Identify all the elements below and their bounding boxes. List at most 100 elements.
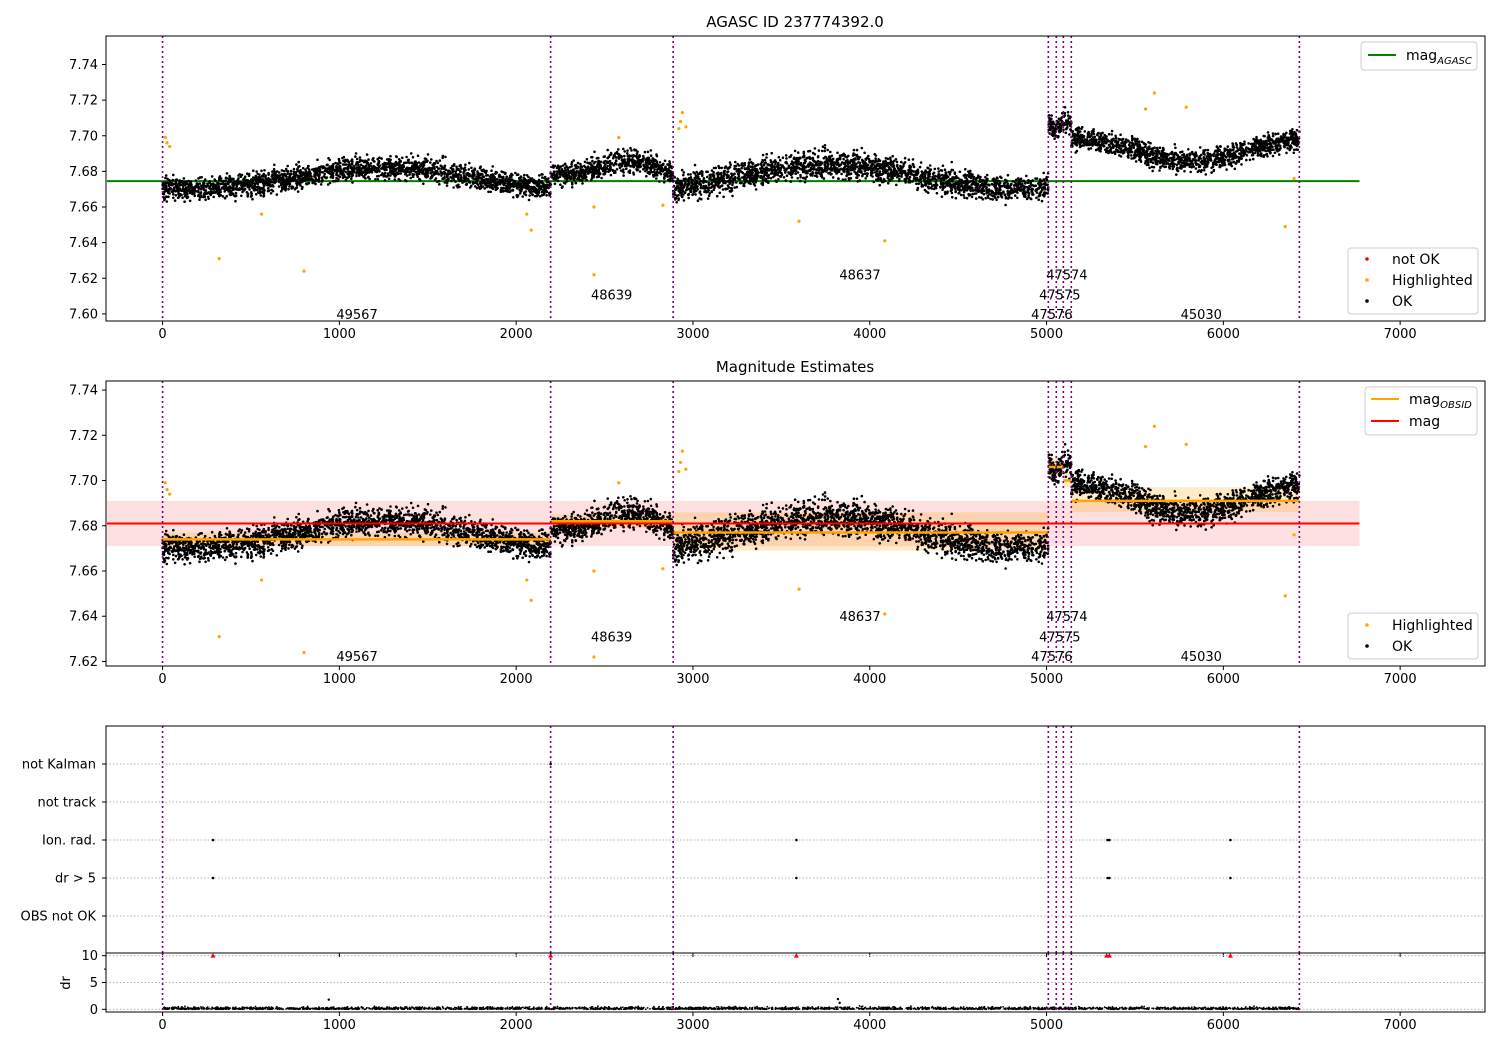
panel-1-ok-point: [660, 165, 663, 169]
panel-1-ok-point: [812, 168, 815, 171]
panel-1-ok-point: [762, 175, 766, 179]
panel-1-ok-point: [868, 161, 872, 164]
panel-1-ok-point: [673, 193, 677, 196]
panel-1-ok-point: [452, 178, 456, 181]
panel-1-ok-point: [197, 193, 200, 197]
panel-1-ok-point: [927, 177, 930, 180]
panel-1-ok-point: [264, 177, 268, 180]
panel-1-ok-point: [989, 197, 992, 201]
panel-1-ok-point: [638, 163, 642, 166]
panel-1-ok-point: [1024, 181, 1027, 185]
panel-1-ok-point: [652, 175, 655, 178]
panel-1-ok-point: [512, 196, 515, 199]
panel-1-ok-point: [549, 183, 553, 186]
panel-1-ok-point: [890, 175, 893, 178]
panel-1-ok-point: [927, 185, 930, 189]
panel-1-ok-point: [962, 181, 966, 185]
panel-1-ok-point: [415, 163, 419, 167]
panel-1-ok-point: [319, 183, 323, 186]
panel-1-ok-point: [812, 164, 816, 168]
panel-1-ok-point: [962, 193, 965, 197]
panel-1-ok-point: [1037, 187, 1041, 190]
panel-1-ok-point: [970, 195, 974, 199]
panel-1-ok-point: [227, 185, 231, 189]
panel-1-ok-point: [795, 159, 798, 163]
panel-1-ok-point: [350, 163, 354, 166]
panel-1-ok-point: [325, 168, 328, 172]
panel-1-ok-point: [1008, 191, 1011, 194]
panel-1-ok-point: [1028, 179, 1032, 183]
panel-1-ok-point: [739, 181, 743, 185]
panel-1-ok-point: [695, 189, 698, 193]
panel-1-ok-point: [331, 168, 335, 172]
panel-1-ok-point: [782, 165, 785, 169]
panel-1-ok-point: [1040, 199, 1044, 203]
panel-1-ok-point: [743, 167, 746, 170]
panel-1-ok-point: [820, 149, 824, 153]
panel-1-ok-point: [490, 169, 493, 172]
panel-1-ok-point: [855, 171, 859, 175]
panel-1-ok-point: [293, 171, 296, 174]
panel-1-ok-point: [733, 178, 737, 181]
panel-1-ok-point: [473, 181, 476, 184]
panel-1-ok-point: [190, 190, 194, 194]
panel-1-ok-point: [929, 168, 933, 171]
panel-1-ok-point: [862, 167, 866, 170]
panel-1-ok-point: [590, 176, 594, 180]
panel-1-ok-point: [804, 170, 807, 173]
panel-1-ok-point: [980, 182, 984, 186]
panel-1-ok-point: [932, 183, 935, 187]
panel-1-ok-point: [1004, 196, 1008, 200]
panel-1-ok-point: [300, 187, 304, 191]
panel-1-ok-point: [691, 183, 695, 186]
panel-1-ok-point: [273, 163, 276, 167]
panel-1-ok-point: [412, 173, 416, 176]
panel-1-ok-point: [287, 175, 291, 179]
panel-1-ok-point: [1037, 194, 1041, 198]
panel-1-ok-point: [416, 154, 420, 157]
panel-1-ok-point: [201, 184, 204, 187]
panel-1-ok-point: [745, 172, 748, 176]
panel-1-ok-point: [806, 156, 809, 160]
panel-1-ok-point: [981, 179, 984, 183]
panel-1-ok-point: [964, 167, 967, 171]
panel-1-ok-point: [540, 190, 544, 194]
panel-1-ok-point: [206, 182, 209, 185]
panel-1-ok-point: [971, 192, 974, 196]
panel-1-ok-point: [187, 188, 191, 191]
panel-1-ok-point: [376, 157, 380, 161]
panel-1-ok-point: [405, 174, 409, 177]
panel-1-ok-point: [878, 164, 881, 168]
panel-1-ok-point: [387, 177, 391, 180]
panel-1-ok-point: [365, 153, 369, 156]
panel-1-ok-point: [715, 172, 719, 175]
panel-1-ok-point: [174, 184, 178, 187]
panel-1-ok-point: [876, 179, 879, 182]
panel-1-ok-point: [415, 172, 419, 175]
panel-1-ok-point: [823, 168, 826, 172]
panel-1-ok-point: [588, 161, 591, 165]
panel-1-ok-point: [290, 177, 293, 181]
panel-1-ok-point: [357, 174, 361, 177]
panel-1-ok-point: [581, 171, 584, 174]
panel-1-ok-point: [172, 196, 175, 200]
panel-1-ok-point: [197, 191, 200, 194]
panel-1-ok-point: [963, 196, 966, 199]
panel-1-ok-point: [687, 196, 690, 200]
panel-1-ok-point: [641, 160, 644, 163]
panel-1-ok-point: [360, 173, 364, 177]
panel-1-ok-point: [784, 154, 788, 157]
panel-1-ok-point: [271, 173, 275, 176]
panel-1-ok-point: [456, 174, 460, 177]
panel-1-ok-point: [693, 172, 697, 175]
panel-1-ok-point: [447, 169, 451, 173]
panel-1-ok-point: [602, 161, 606, 165]
panel-1-ok-point: [682, 199, 686, 202]
panel-1-ok-point: [951, 168, 955, 172]
panel-1-ok-point: [559, 183, 562, 186]
panel-1-ok-point: [284, 167, 288, 171]
panel-1-ok-point: [1016, 188, 1019, 191]
panel-1-ok-point: [366, 161, 370, 165]
panel-1-ok-point: [822, 156, 826, 160]
panel-1-ok-point: [358, 158, 362, 162]
